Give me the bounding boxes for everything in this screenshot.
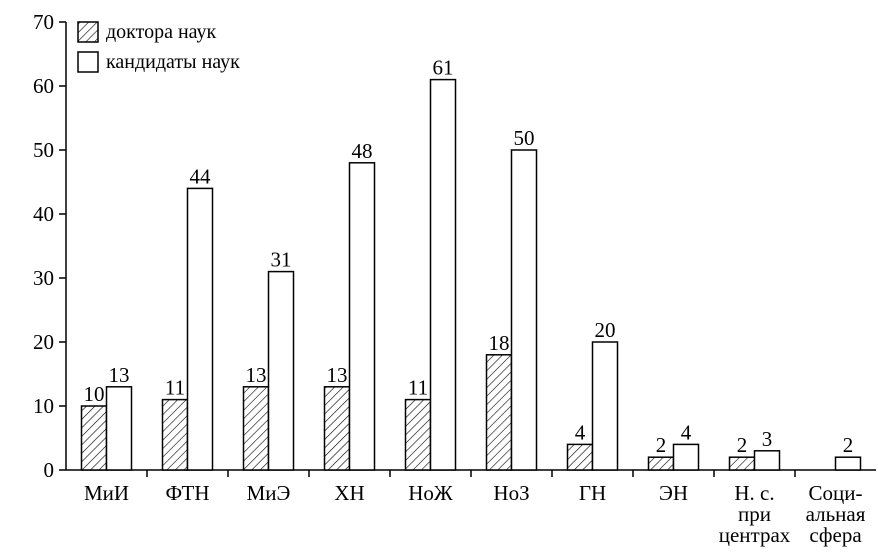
bar-candidates: [753, 450, 781, 471]
data-label: 11: [408, 376, 428, 400]
legend-label: доктора наук: [106, 21, 217, 43]
bar-doctors: [404, 398, 432, 471]
legend-swatch: [77, 21, 99, 43]
data-label: 2: [656, 433, 667, 457]
bar-doctors: [161, 398, 189, 471]
bar-candidates: [348, 162, 376, 471]
data-label: 3: [762, 427, 773, 451]
x-tick-label: альная: [806, 502, 866, 526]
data-label: 4: [575, 420, 586, 444]
x-tick-label: ХН: [334, 481, 364, 505]
y-tick-label: 0: [44, 458, 55, 482]
bar-doctors: [323, 386, 351, 471]
x-tick-label: центрах: [719, 523, 791, 547]
x-tick-label: Н. с.: [734, 481, 774, 505]
bar-candidates: [105, 386, 133, 471]
data-label: 50: [514, 126, 535, 150]
bar-candidates: [186, 187, 214, 471]
bar-doctors: [485, 354, 513, 471]
x-tick-label: НоЗ: [493, 481, 529, 505]
data-label: 13: [109, 363, 130, 387]
data-label: 13: [327, 363, 348, 387]
bar-candidates: [834, 456, 862, 471]
x-tick-label: ФТН: [165, 481, 209, 505]
y-tick-label: 40: [33, 202, 54, 226]
bar-doctors: [647, 456, 675, 471]
x-tick-label: ГН: [579, 481, 606, 505]
bar-candidates: [672, 443, 700, 471]
bar-doctors: [242, 386, 270, 471]
y-tick-label: 10: [33, 394, 54, 418]
data-label: 31: [271, 248, 292, 272]
bar-candidates: [267, 270, 295, 471]
x-tick-label: Соци-: [809, 481, 863, 505]
bar-doctors: [728, 456, 756, 471]
bar-doctors: [566, 443, 594, 471]
x-tick-label: МиИ: [84, 481, 129, 505]
data-label: 61: [433, 56, 454, 80]
data-label: 2: [737, 433, 748, 457]
data-label: 2: [843, 433, 854, 457]
y-tick-label: 60: [33, 74, 54, 98]
data-label: 20: [595, 318, 616, 342]
data-label: 13: [246, 363, 267, 387]
bar-candidates: [510, 149, 538, 471]
data-label: 10: [84, 382, 105, 406]
y-tick-label: 50: [33, 138, 54, 162]
x-tick-label: НоЖ: [408, 481, 453, 505]
x-tick-label: ЭН: [659, 481, 688, 505]
bar-candidates: [591, 341, 619, 471]
bar-candidates: [429, 78, 457, 471]
x-tick-label: при: [738, 502, 771, 526]
data-label: 18: [489, 331, 510, 355]
data-label: 44: [190, 164, 212, 188]
legend: доктора наук кандидаты наук: [77, 21, 240, 73]
legend-swatch: [77, 51, 99, 73]
y-tick-label: 20: [33, 330, 54, 354]
x-tick-label: МиЭ: [247, 481, 291, 505]
y-tick-label: 70: [33, 10, 54, 34]
bar-doctors: [80, 405, 108, 471]
x-tick-label: сфера: [809, 523, 862, 547]
data-label: 4: [681, 420, 692, 444]
y-tick-label: 30: [33, 266, 54, 290]
axes: 0 10 20 30 40 50 60 70 МиИ ФТН МиЭ ХН НоЖ НоЗ ГН ЭН Н. с…: [33, 10, 876, 547]
data-label: 48: [352, 139, 373, 163]
legend-label: кандидаты наук: [106, 51, 240, 73]
data-label: 11: [165, 376, 185, 400]
